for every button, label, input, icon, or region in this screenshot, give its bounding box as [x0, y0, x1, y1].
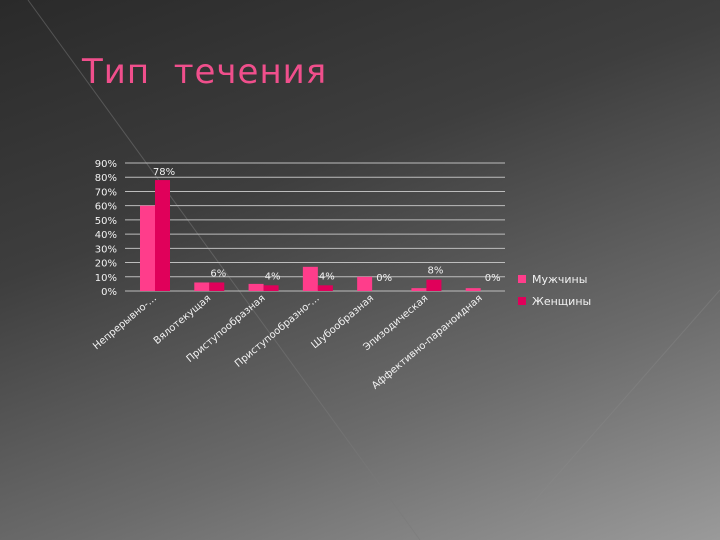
data-label: 78% [153, 167, 175, 178]
data-label: 0% [485, 273, 501, 284]
bar-female [155, 180, 170, 291]
y-tick-label: 70% [95, 187, 117, 198]
category-label: Непрерывно-… [91, 293, 159, 352]
y-tick-label: 30% [95, 244, 117, 255]
data-label: 4% [319, 271, 335, 282]
bar-female [263, 285, 279, 291]
bar-male [357, 276, 373, 291]
legend-swatch [518, 297, 526, 305]
legend-label: Мужчины [532, 273, 587, 286]
bar-male [140, 205, 155, 291]
slide-title: Тип течения [82, 52, 328, 92]
y-tick-label: 0% [101, 287, 117, 298]
legend-label: Женщины [532, 295, 591, 308]
legend-swatch [518, 275, 526, 283]
bar-male [248, 283, 264, 291]
y-tick-label: 10% [95, 273, 117, 284]
bar-female [317, 285, 333, 291]
y-tick-label: 40% [95, 230, 117, 241]
bar-male [465, 288, 481, 291]
category-label: Аффективно-параноидная [370, 293, 485, 392]
bar-female [209, 282, 225, 291]
bar-male [302, 266, 318, 291]
y-tick-label: 80% [95, 173, 117, 184]
data-label: 6% [210, 268, 226, 279]
data-label: 0% [376, 273, 392, 284]
y-tick-label: 60% [95, 202, 117, 213]
bar-male [194, 282, 210, 291]
y-tick-label: 20% [95, 259, 117, 270]
y-tick-label: 90% [95, 159, 117, 170]
y-tick-label: 50% [95, 216, 117, 227]
bar-male [411, 288, 427, 291]
data-label: 8% [427, 266, 443, 277]
category-label: Вялотекущая [152, 293, 213, 347]
data-label: 4% [265, 271, 281, 282]
bar-female [426, 279, 442, 291]
